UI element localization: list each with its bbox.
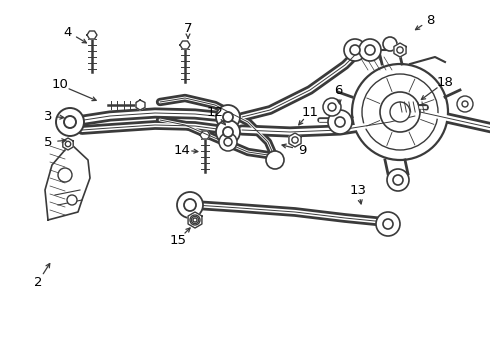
Circle shape — [64, 116, 76, 128]
Text: 18: 18 — [437, 76, 453, 89]
Text: 13: 13 — [349, 184, 367, 197]
Text: 15: 15 — [170, 234, 187, 247]
Circle shape — [457, 96, 473, 112]
Circle shape — [65, 141, 71, 147]
Text: 6: 6 — [334, 84, 342, 96]
Circle shape — [58, 168, 72, 182]
Circle shape — [383, 37, 397, 51]
Circle shape — [266, 151, 284, 169]
Polygon shape — [63, 138, 73, 150]
Polygon shape — [394, 43, 406, 57]
Polygon shape — [188, 212, 202, 228]
Circle shape — [223, 127, 233, 137]
Circle shape — [224, 138, 232, 146]
Circle shape — [177, 192, 203, 218]
Circle shape — [56, 108, 84, 136]
Circle shape — [292, 137, 298, 143]
Circle shape — [383, 219, 393, 229]
Polygon shape — [136, 100, 145, 110]
Text: 5: 5 — [44, 135, 52, 148]
Text: 11: 11 — [301, 105, 319, 118]
Circle shape — [344, 39, 366, 61]
Circle shape — [350, 45, 360, 55]
Polygon shape — [45, 145, 90, 220]
Polygon shape — [87, 31, 97, 39]
Circle shape — [184, 199, 196, 211]
Text: 9: 9 — [298, 144, 306, 157]
Circle shape — [380, 92, 420, 132]
Circle shape — [359, 39, 381, 61]
Polygon shape — [200, 131, 210, 139]
Circle shape — [323, 98, 341, 116]
Circle shape — [67, 195, 77, 205]
Circle shape — [216, 105, 240, 129]
Polygon shape — [289, 133, 301, 147]
Circle shape — [328, 103, 336, 111]
Circle shape — [390, 102, 410, 122]
Circle shape — [193, 218, 197, 222]
Circle shape — [190, 215, 200, 225]
Text: 7: 7 — [184, 22, 192, 35]
Circle shape — [393, 175, 403, 185]
Text: 2: 2 — [34, 275, 42, 288]
Circle shape — [192, 216, 198, 224]
Circle shape — [387, 169, 409, 191]
Circle shape — [352, 64, 448, 160]
Circle shape — [219, 133, 237, 151]
Text: 12: 12 — [206, 105, 223, 118]
Polygon shape — [180, 41, 190, 49]
Circle shape — [362, 74, 438, 150]
Circle shape — [216, 120, 240, 144]
Circle shape — [462, 101, 468, 107]
Text: 10: 10 — [51, 78, 69, 91]
Text: 4: 4 — [64, 26, 72, 39]
Circle shape — [328, 110, 352, 134]
Circle shape — [223, 112, 233, 122]
Circle shape — [397, 47, 403, 53]
Text: 3: 3 — [44, 109, 52, 122]
Text: 8: 8 — [426, 13, 434, 27]
Circle shape — [365, 45, 375, 55]
Circle shape — [335, 117, 345, 127]
Circle shape — [376, 212, 400, 236]
Text: 14: 14 — [173, 144, 191, 157]
